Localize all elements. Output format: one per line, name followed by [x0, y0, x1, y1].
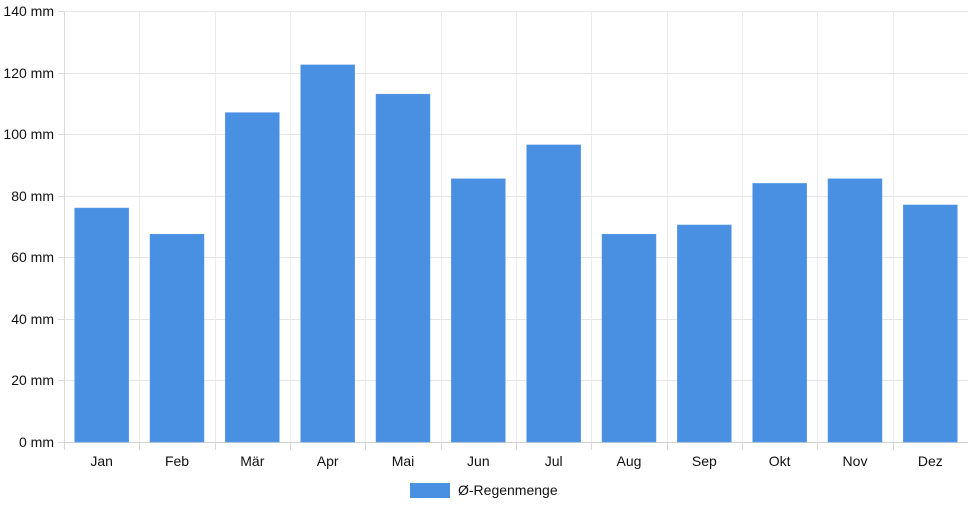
x-tick-label: Jan: [90, 453, 113, 469]
x-tick-label: Aug: [617, 453, 642, 469]
x-tick-label: Jun: [467, 453, 490, 469]
x-tick-label: Feb: [165, 453, 189, 469]
bar-Jun[interactable]: [451, 178, 506, 443]
bars-layer: [74, 64, 958, 443]
x-tick-label: Okt: [769, 453, 791, 469]
grid-layer: [64, 11, 968, 443]
x-axis-tick-labels: Jan Feb Mär Apr Mai Jun Jul Aug Sep Okt Nov Dez: [90, 453, 942, 469]
bar-Nov[interactable]: [827, 178, 883, 443]
x-tick-label: Dez: [918, 453, 943, 469]
y-tick-label: 40 mm: [11, 311, 54, 327]
legend-swatch: [410, 483, 450, 498]
axis-layer: [58, 11, 968, 450]
legend-label: Ø-Regenmenge: [458, 482, 558, 498]
bar-Okt[interactable]: [752, 183, 807, 443]
x-tick-label: Sep: [692, 453, 717, 469]
y-axis-tick-labels: 0 mm 20 mm 40 mm 60 mm 80 mm 100 mm 120 mm 140 …: [3, 3, 54, 450]
legend[interactable]: Ø-Regenmenge: [410, 482, 558, 498]
bar-Aug[interactable]: [601, 233, 657, 443]
x-tick-label: Apr: [317, 453, 339, 469]
bar-Mai[interactable]: [375, 93, 431, 443]
x-tick-label: Jul: [545, 453, 563, 469]
x-tick-label: Mär: [240, 453, 264, 469]
y-tick-label: 80 mm: [11, 188, 54, 204]
x-tick-label: Nov: [843, 453, 868, 469]
bar-Feb[interactable]: [149, 233, 205, 443]
y-tick-label: 0 mm: [19, 434, 54, 450]
y-tick-label: 120 mm: [3, 65, 54, 81]
x-tick-label: Mai: [392, 453, 415, 469]
bar-Sep[interactable]: [677, 224, 732, 443]
y-tick-label: 20 mm: [11, 372, 54, 388]
y-tick-label: 60 mm: [11, 249, 54, 265]
bar-Dez[interactable]: [903, 204, 958, 443]
y-tick-label: 140 mm: [3, 3, 54, 19]
y-tick-label: 100 mm: [3, 126, 54, 142]
bar-Jan[interactable]: [74, 207, 129, 443]
bar-Apr[interactable]: [300, 64, 355, 443]
bar-Mär[interactable]: [225, 112, 280, 443]
bar-Jul[interactable]: [526, 144, 581, 443]
